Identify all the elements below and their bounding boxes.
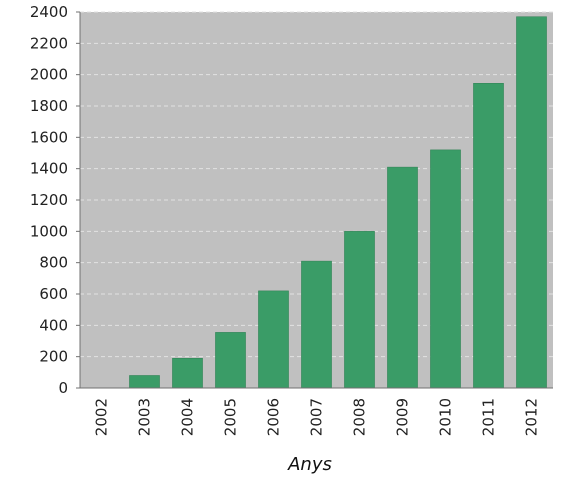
y-tick-label: 600	[39, 285, 68, 303]
x-tick-label: 2004	[179, 398, 197, 436]
y-tick-label: 400	[39, 316, 68, 334]
bar-2012	[516, 16, 547, 389]
y-tick-label: 1000	[30, 222, 68, 240]
y-tick-label: 1600	[30, 128, 68, 146]
bars	[129, 16, 547, 389]
bar-2005	[215, 332, 246, 389]
bar-2009	[387, 166, 418, 389]
bar-2006	[258, 290, 289, 389]
y-tick-label: 1200	[30, 191, 68, 209]
bar-2010	[430, 149, 461, 389]
bar-2007	[301, 260, 332, 389]
x-tick-label: 2002	[93, 398, 111, 436]
x-tick-label: 2005	[222, 398, 240, 436]
y-tick-label: 800	[39, 254, 68, 272]
y-tick-labels: 0 200 400 600 800 1000 1200 1400 1600 1800 2000 220…	[30, 3, 80, 397]
y-tick-label: 0	[58, 379, 68, 397]
bar-2004	[172, 357, 203, 389]
y-tick-label: 2000	[30, 66, 68, 84]
x-axis-title: Anys	[287, 454, 332, 475]
x-tick-label: 2006	[265, 398, 283, 436]
x-tick-label: 2007	[308, 398, 326, 436]
y-tick-label: 2200	[30, 34, 68, 52]
y-tick-label: 1400	[30, 160, 68, 178]
x-tick-label: 2003	[136, 398, 154, 436]
x-tick-label: 2009	[394, 398, 412, 436]
bar-2003	[129, 375, 160, 389]
x-tick-label: 2008	[351, 398, 369, 436]
bar-2008	[344, 231, 375, 389]
y-tick-label: 1800	[30, 97, 68, 115]
x-tick-labels: 2002 2003 2004 2005 2006 2007 2008 2009 2010 2011…	[93, 398, 541, 436]
y-tick-label: 2400	[30, 3, 68, 21]
y-tick-label: 200	[39, 348, 68, 366]
x-tick-label: 2010	[437, 398, 455, 436]
bar-2011	[473, 83, 504, 389]
x-tick-label: 2012	[523, 398, 541, 436]
x-tick-label: 2011	[480, 398, 498, 436]
